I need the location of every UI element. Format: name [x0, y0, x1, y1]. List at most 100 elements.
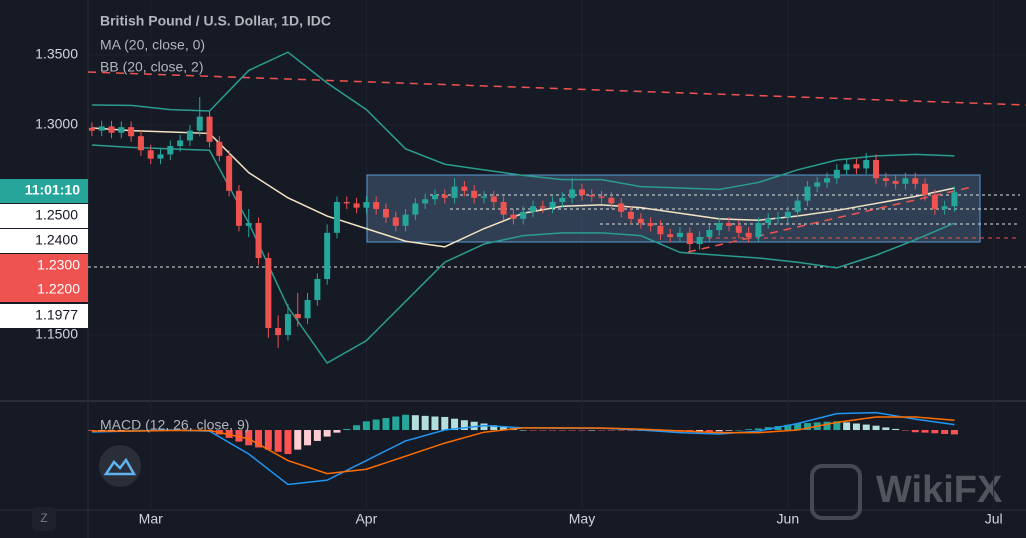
macd-histogram-bar: [892, 428, 900, 431]
candle-body: [853, 164, 860, 169]
macd-histogram-bar: [715, 430, 723, 432]
macd-histogram-bar: [558, 430, 566, 431]
macd-histogram-bar: [519, 430, 527, 431]
candle-body: [951, 192, 958, 207]
macd-histogram-bar: [823, 421, 831, 431]
macd-histogram-bar: [343, 428, 351, 431]
candle-body: [147, 150, 154, 159]
macd-histogram-bar: [313, 430, 321, 441]
macd-histogram-bar: [108, 430, 116, 431]
candle-body: [373, 202, 380, 210]
macd-histogram-bar: [421, 415, 429, 431]
candle-body: [833, 169, 840, 179]
candle-body: [510, 214, 517, 219]
macd-histogram-bar: [911, 430, 919, 433]
candle-body: [294, 314, 301, 319]
macd-histogram-bar: [264, 430, 272, 450]
macd-histogram-bar: [274, 430, 282, 452]
x-tick-label: Jun: [777, 511, 800, 527]
macd-histogram-bar: [539, 430, 547, 431]
candle-body: [480, 196, 487, 198]
candle-body: [88, 127, 95, 131]
candle-body: [931, 195, 938, 210]
candle-body: [167, 146, 174, 155]
candle-body: [392, 217, 399, 226]
candle-body: [922, 183, 929, 196]
candle-body: [637, 218, 644, 224]
macd-histogram-bar: [411, 415, 419, 431]
candle-body: [353, 203, 360, 208]
macd-histogram-bar: [98, 430, 106, 431]
x-tick-label: Jul: [985, 511, 1003, 527]
candle-body: [314, 279, 321, 301]
watermark-logo: [810, 464, 862, 520]
price-badge-label: 1.2200: [37, 281, 80, 297]
candle-body: [863, 160, 870, 169]
signal-line: [91, 416, 955, 475]
candle-body: [716, 223, 723, 231]
candle-body: [735, 225, 742, 233]
macd-histogram-bar: [372, 419, 380, 431]
candle-body: [559, 197, 566, 203]
macd-histogram-bar: [794, 423, 802, 431]
ma-legend: MA (20, close, 0): [100, 37, 205, 53]
candle-body: [206, 116, 213, 142]
macd-histogram-bar: [353, 425, 361, 431]
macd-histogram-bar: [921, 430, 929, 433]
macd-histogram-bar: [362, 421, 370, 431]
macd-histogram-bar: [745, 429, 753, 431]
candle-body: [471, 190, 478, 198]
chart-title: British Pound / U.S. Dollar, 1D, IDC: [100, 13, 331, 29]
candle-body: [500, 202, 507, 215]
macd-histogram-bar: [862, 424, 870, 431]
price-badge: [0, 179, 88, 203]
z-label: Z: [40, 511, 47, 525]
price-badge: [0, 278, 88, 302]
z-button[interactable]: [32, 507, 56, 531]
candle-body: [157, 154, 164, 159]
candle-body: [304, 300, 311, 319]
candle-body: [549, 202, 556, 208]
macd-histogram-bar: [441, 416, 449, 431]
macd-histogram-bar: [568, 430, 576, 431]
macd-histogram-bar: [950, 430, 958, 435]
macd-histogram-bar: [127, 430, 135, 431]
macd-histogram-bar: [735, 430, 743, 431]
candle-body: [794, 200, 801, 212]
macd-histogram-bar: [901, 430, 909, 431]
candle-body: [490, 196, 497, 203]
candle-body: [775, 217, 782, 219]
candle-body: [667, 234, 674, 238]
price-badge: [0, 254, 88, 278]
macd-legend: MACD (12, 26, close, 9): [100, 417, 249, 433]
price-badge-label: 11:01:10: [25, 182, 80, 198]
candle-body: [226, 155, 233, 191]
candle-body: [784, 211, 791, 218]
candle-body: [598, 196, 605, 198]
candle-body: [873, 160, 880, 179]
y-tick-label: 1.3500: [35, 46, 78, 62]
macd-histogram-bar: [137, 429, 145, 431]
price-badge-label: 1.2400: [35, 232, 78, 248]
macd-histogram-bar: [451, 418, 459, 431]
candle-body: [892, 181, 899, 184]
candle-body: [696, 237, 703, 245]
macd-histogram-bar: [402, 414, 410, 431]
macd-histogram-bar: [460, 420, 468, 431]
bb-upper: [91, 51, 955, 191]
macd-histogram-bar: [480, 423, 488, 431]
macd-histogram-bar: [529, 430, 537, 431]
candle-body: [422, 199, 429, 204]
candle-body: [686, 232, 693, 245]
candle-body: [431, 195, 438, 200]
candle-body: [461, 186, 468, 191]
price-badge: [0, 304, 88, 328]
bb-legend: BB (20, close, 2): [100, 59, 204, 75]
candle-body: [402, 214, 409, 226]
candle-body: [804, 186, 811, 201]
candle-body: [608, 197, 615, 204]
macd-histogram-bar: [392, 416, 400, 431]
candle-body: [569, 189, 576, 198]
macd-histogram-bar: [245, 430, 253, 446]
